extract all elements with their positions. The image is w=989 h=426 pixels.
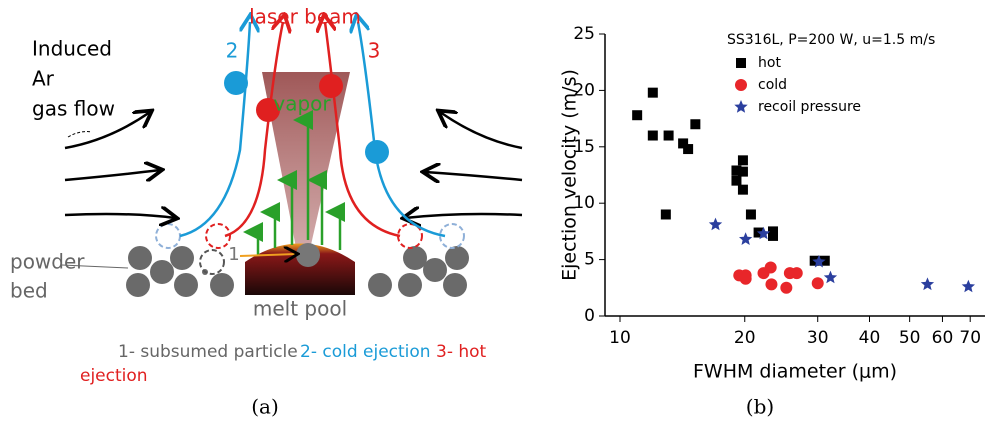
- pool-label: melt pool: [253, 297, 347, 321]
- x-tick-label: 10: [609, 328, 631, 348]
- subsume-arrow: [239, 254, 296, 256]
- point: [737, 166, 748, 177]
- point: [823, 270, 838, 284]
- x-tick-label: 70: [959, 328, 981, 348]
- point: [663, 130, 674, 141]
- powder-label: bed: [10, 279, 48, 303]
- vapor-arrows: [243, 110, 345, 255]
- particle: [296, 243, 320, 267]
- gas-label: Ar: [32, 67, 55, 91]
- legend-text: 1- subsumed particle: [118, 342, 298, 362]
- y-tick-label: 20: [573, 80, 595, 100]
- y-tick-label: 10: [573, 193, 595, 213]
- point: [756, 226, 771, 240]
- cold-path: [179, 22, 250, 238]
- point: [647, 130, 658, 141]
- path-label: 2: [226, 39, 239, 63]
- hot-particle: [256, 98, 280, 122]
- path-label: 3: [368, 39, 381, 63]
- point: [961, 279, 975, 293]
- chart: (b) FWHM diameter (μm) Ejection velocity…: [559, 24, 985, 419]
- point: [765, 278, 778, 291]
- point: [737, 155, 748, 166]
- legend-label: hot: [758, 55, 781, 71]
- point: [708, 217, 723, 231]
- point: [745, 209, 756, 220]
- beam-label: laser beam: [249, 5, 361, 29]
- hot-particle: [319, 74, 343, 98]
- y-tick-label: 5: [584, 250, 595, 270]
- point: [739, 232, 753, 245]
- gas-label: Induced: [32, 37, 112, 61]
- hot-path: [325, 22, 401, 238]
- caption: (a): [251, 395, 279, 419]
- pointer: [67, 131, 93, 138]
- point: [690, 119, 701, 130]
- point: [678, 138, 689, 149]
- legend-text: ejection: [80, 366, 148, 386]
- laser-cone: [262, 72, 350, 258]
- y-tick-label: 15: [573, 137, 595, 157]
- point: [811, 277, 824, 290]
- x-tick-label: 40: [859, 328, 881, 348]
- point: [790, 267, 803, 280]
- powder-right: [368, 246, 469, 297]
- legend-label: cold: [758, 77, 787, 93]
- legend-text: 2- cold ejection: [300, 342, 431, 362]
- diagram: Induced Ar gas flow laser beam 2 3 vapor…: [10, 5, 523, 419]
- x-tick-label: 20: [734, 328, 756, 348]
- point: [737, 184, 748, 195]
- powder-left: [126, 246, 234, 297]
- legend-marker: [734, 100, 748, 113]
- caption: (b): [746, 395, 774, 419]
- point: [731, 175, 742, 186]
- point: [647, 87, 658, 98]
- legend-label: recoil pressure: [758, 99, 861, 115]
- point: [764, 261, 777, 274]
- y-tick-label: 25: [573, 24, 595, 44]
- x-tick-label: 60: [932, 328, 954, 348]
- x-axis-label: FWHM diameter (μm): [693, 361, 897, 383]
- cold-particle: [224, 71, 248, 95]
- point: [683, 144, 694, 155]
- x-tick-label: 50: [899, 328, 921, 348]
- path-label: 1: [228, 244, 239, 265]
- y-axis-label: Ejection velocity (m/s): [559, 69, 581, 281]
- point: [812, 254, 826, 268]
- point: [768, 226, 779, 237]
- vapor-label: vapor: [273, 92, 331, 116]
- point: [780, 281, 793, 294]
- pointer: [61, 264, 129, 269]
- legend-title: SS316L, P=200 W, u=1.5 m/s: [727, 32, 935, 48]
- point: [819, 255, 830, 266]
- gas-arrows: [64, 112, 523, 218]
- gas-label: gas flow: [32, 97, 115, 121]
- point: [632, 110, 643, 121]
- cold-particle: [365, 140, 389, 164]
- point: [731, 165, 742, 176]
- point: [660, 209, 671, 220]
- x-tick-label: 30: [807, 328, 829, 348]
- melt-pool: [245, 243, 355, 295]
- legend-marker: [736, 58, 746, 68]
- point: [739, 272, 752, 285]
- legend-text: 3- hot: [436, 342, 487, 362]
- legend-marker: [735, 79, 747, 91]
- y-tick-label: 0: [584, 306, 595, 326]
- powder-label: powder: [10, 250, 85, 274]
- point: [920, 277, 935, 291]
